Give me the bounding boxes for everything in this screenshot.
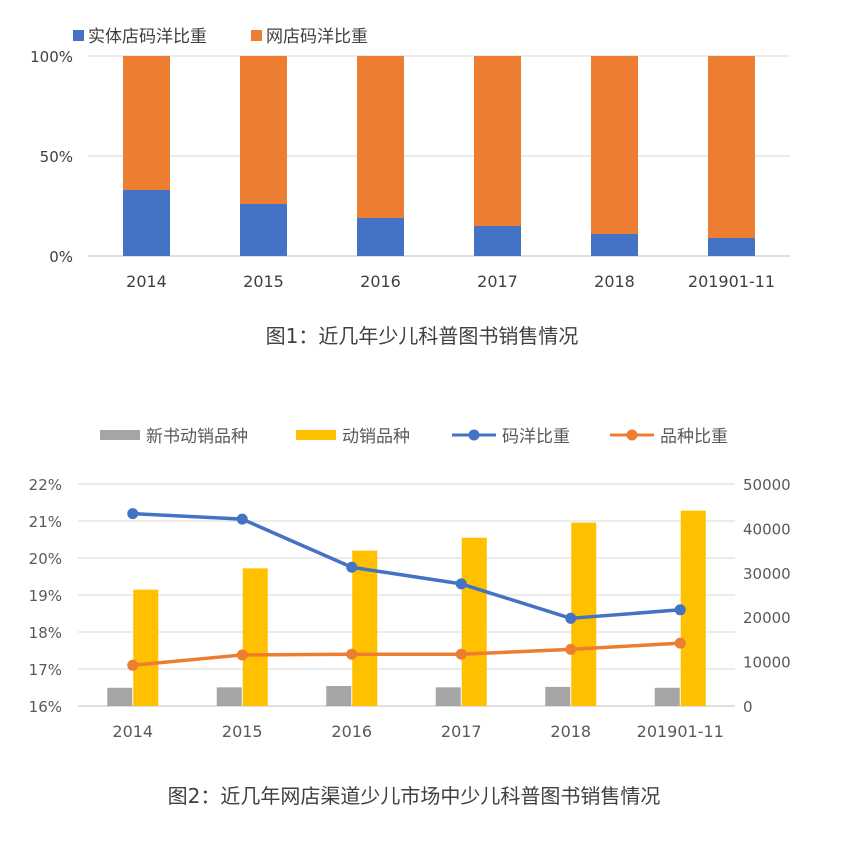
x-tick-label: 2016 xyxy=(360,272,401,291)
chart-1-gridlines xyxy=(88,55,790,257)
x-tick-label: 2016 xyxy=(331,722,372,741)
point-value-share xyxy=(236,513,248,525)
chart-2-caption: 图2：近几年网店渠道少儿市场中少儿科普图书销售情况 xyxy=(168,784,661,808)
legend-swatch-online-store xyxy=(251,30,262,41)
legend-label-title-share: 品种比重 xyxy=(660,427,728,447)
right-y-tick-label: 30000 xyxy=(743,565,791,583)
chart-2-right-axis: 0 10000 20000 30000 40000 50000 xyxy=(743,476,791,716)
legend-swatch-physical-store xyxy=(73,30,84,41)
left-y-tick-label: 21% xyxy=(29,513,62,531)
x-tick-label: 2014 xyxy=(126,272,167,291)
right-y-tick-label: 20000 xyxy=(743,609,791,627)
chart-2-left-axis: 16% 17% 18% 19% 20% 21% 22% xyxy=(29,476,62,716)
bar-physical-store-share xyxy=(123,190,170,256)
legend-label-new-titles: 新书动销品种 xyxy=(146,427,248,447)
x-tick-label: 201901-11 xyxy=(688,272,775,291)
chart-2-lines xyxy=(127,508,686,671)
chart-1-caption: 图1：近几年少儿科普图书销售情况 xyxy=(266,324,579,348)
bar-physical-store-share xyxy=(240,204,287,256)
bar-active-titles xyxy=(133,589,159,706)
legend-swatch-active-titles xyxy=(296,430,336,440)
point-title-share xyxy=(565,643,577,655)
chart-2-x-axis: 2014 2015 2016 2017 2018 201901-11 xyxy=(112,722,723,741)
y-tick-label: 100% xyxy=(30,48,73,66)
legend-marker-value-share xyxy=(468,429,480,441)
x-tick-label: 2017 xyxy=(441,722,482,741)
legend-label-active-titles: 动销品种 xyxy=(342,427,410,447)
bar-physical-store-share xyxy=(357,218,404,256)
bar-active-titles xyxy=(571,522,597,706)
bar-new-titles xyxy=(326,686,352,706)
bar-online-store-share xyxy=(123,56,170,190)
left-y-tick-label: 16% xyxy=(29,698,62,716)
legend-label-value-share: 码洋比重 xyxy=(502,427,570,447)
bar-online-store-share xyxy=(474,56,521,226)
point-title-share xyxy=(455,648,467,660)
left-y-tick-label: 22% xyxy=(29,476,62,494)
right-y-tick-label: 50000 xyxy=(743,476,791,494)
point-value-share xyxy=(674,604,686,616)
x-tick-label: 2015 xyxy=(243,272,284,291)
legend-label-physical-store: 实体店码洋比重 xyxy=(88,27,207,47)
x-tick-label: 2015 xyxy=(222,722,263,741)
x-tick-label: 2018 xyxy=(594,272,635,291)
bar-online-store-share xyxy=(357,56,404,218)
bar-active-titles xyxy=(461,537,487,706)
point-title-share xyxy=(674,637,686,649)
bar-online-store-share xyxy=(708,56,755,238)
right-y-tick-label: 40000 xyxy=(743,520,791,538)
y-tick-label: 50% xyxy=(40,148,73,166)
bar-physical-store-share xyxy=(591,234,638,256)
chart-1-legend: 实体店码洋比重 网店码洋比重 xyxy=(73,27,368,47)
bar-active-titles xyxy=(352,550,378,706)
left-y-tick-label: 17% xyxy=(29,661,62,679)
left-y-tick-label: 18% xyxy=(29,624,62,642)
bar-new-titles xyxy=(654,687,680,706)
legend-marker-title-share xyxy=(626,429,638,441)
bar-new-titles xyxy=(545,686,571,706)
point-value-share xyxy=(127,508,139,520)
y-tick-label: 0% xyxy=(49,248,73,266)
chart-2-gridlines xyxy=(78,483,735,707)
bar-physical-store-share xyxy=(474,226,521,256)
point-value-share xyxy=(346,561,358,573)
point-title-share xyxy=(236,649,248,661)
chart-1-y-axis: 0% 50% 100% xyxy=(30,48,73,266)
chart-1-x-axis: 2014 2015 2016 2017 2018 201901-11 xyxy=(126,272,775,291)
point-value-share xyxy=(455,578,467,590)
bar-online-store-share xyxy=(591,56,638,234)
bar-new-titles xyxy=(216,687,242,706)
left-y-tick-label: 20% xyxy=(29,550,62,568)
bar-new-titles xyxy=(435,687,461,706)
legend-label-online-store: 网店码洋比重 xyxy=(266,27,368,47)
bar-physical-store-share xyxy=(708,238,755,256)
legend-swatch-new-titles xyxy=(100,430,140,440)
point-title-share xyxy=(127,659,139,671)
bar-new-titles xyxy=(107,687,133,706)
line-value-share xyxy=(132,511,681,621)
bar-online-store-share xyxy=(240,56,287,204)
chart-2: 新书动销品种 动销品种 码洋比重 品种比重 16% 17% 18% 19% 20% 21%… xyxy=(29,427,791,808)
line-title-share xyxy=(132,641,681,668)
point-value-share xyxy=(565,612,577,624)
x-tick-label: 2018 xyxy=(550,722,591,741)
point-title-share xyxy=(346,648,358,660)
chart-1: 实体店码洋比重 网店码洋比重 0%50%100% 2014 2015 2016 201… xyxy=(30,27,790,348)
chart-2-legend: 新书动销品种 动销品种 码洋比重 品种比重 xyxy=(100,427,728,447)
x-tick-label: 201901-11 xyxy=(637,722,724,741)
chart-2-bars xyxy=(107,510,706,706)
chart-1-bars xyxy=(123,56,755,256)
left-y-tick-label: 19% xyxy=(29,587,62,605)
x-tick-label: 2014 xyxy=(112,722,153,741)
right-y-tick-label: 0 xyxy=(743,698,753,716)
bar-active-titles xyxy=(242,568,268,706)
right-y-tick-label: 10000 xyxy=(743,654,791,672)
x-tick-label: 2017 xyxy=(477,272,518,291)
